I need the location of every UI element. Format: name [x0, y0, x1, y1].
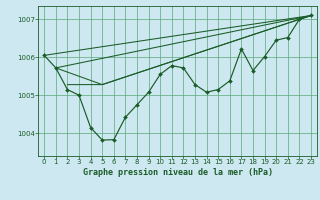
- X-axis label: Graphe pression niveau de la mer (hPa): Graphe pression niveau de la mer (hPa): [83, 168, 273, 177]
